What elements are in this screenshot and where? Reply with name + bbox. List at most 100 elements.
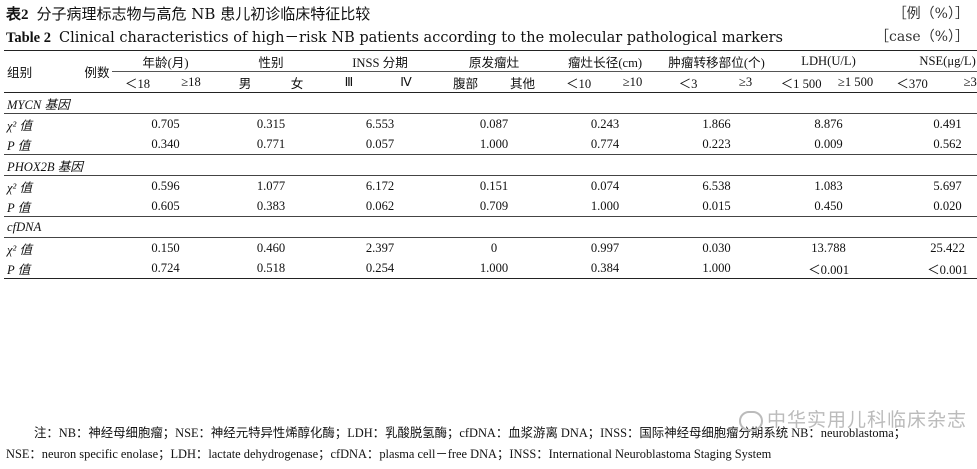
- header-inss-3: Ⅲ: [323, 71, 376, 93]
- header-site-other: 其他: [494, 71, 552, 93]
- section-label: MYCN 基因: [4, 92, 977, 114]
- title-text-en: Clinical characteristics of high－risk NB…: [59, 29, 783, 46]
- header-len-ge10: ≥10: [606, 71, 660, 93]
- table-title-cn: 表2 分子病理标志物与高危 NB 患儿初诊临床特征比较 ［例（%）］: [6, 2, 969, 24]
- chi-square-row: χ² 值 0.596 1.077 6.172 0.151 0.074 6.538 1.083 5…: [4, 176, 977, 197]
- header-nse-lt370: ＜370: [883, 71, 942, 93]
- stat-value: 1.866: [702, 116, 731, 131]
- header-inss-4: Ⅳ: [375, 71, 438, 93]
- stat-value: 0.030: [702, 240, 731, 255]
- stat-value: 0.223: [659, 134, 775, 155]
- header-sex-female: 女: [271, 71, 324, 93]
- header-age-ge18: ≥18: [163, 71, 220, 93]
- stat-value: 6.538: [702, 178, 731, 193]
- header-age-lt18: ＜18: [112, 71, 163, 93]
- stat-value: 0.057: [323, 134, 438, 155]
- stat-value: ＜0.001: [883, 258, 977, 279]
- header-sex: 性别: [219, 50, 324, 72]
- p-value-label: P 值: [4, 134, 112, 155]
- p-value-label: P 值: [4, 258, 112, 279]
- header-nse-ge370: ≥370: [941, 71, 977, 93]
- header-group: 组别: [4, 50, 82, 93]
- stat-value: 1.083: [814, 178, 843, 193]
- stat-value: 0.087: [479, 116, 509, 131]
- stat-value: 0.709: [437, 196, 552, 217]
- unit-cn: ［例（%）］: [892, 6, 969, 22]
- stat-value: 0.450: [774, 196, 884, 217]
- section-label: cfDNA: [4, 216, 977, 238]
- stat-value: 5.697: [933, 178, 962, 193]
- header-age: 年龄(月): [112, 50, 220, 72]
- stat-value: 0.491: [933, 116, 962, 131]
- header-sex-male: 男: [219, 71, 272, 93]
- header-meta-lt3: ＜3: [659, 71, 718, 93]
- stat-value: 0.724: [112, 258, 220, 279]
- stat-value: 0.074: [590, 178, 620, 193]
- stat-value: 0.383: [219, 196, 324, 217]
- chi-square-row: χ² 值 0.705 0.315 6.553 0.087 0.243 1.866 8.876 0…: [4, 114, 977, 135]
- stat-value: 0.771: [219, 134, 324, 155]
- p-value-row: P 值 0.724 0.518 0.254 1.000 0.384 1.000 ＜0.001 ＜…: [4, 258, 977, 279]
- title-text-cn: 分子病理标志物与高危 NB 患儿初诊临床特征比较: [36, 4, 371, 23]
- p-value-row: P 值 0.340 0.771 0.057 1.000 0.774 0.223 0.009 0.…: [4, 134, 977, 155]
- chi-square-row: χ² 值 0.150 0.460 2.397 0 0.997 0.030 13.788 25.4…: [4, 238, 977, 259]
- footnote-line-2: NSE：neuron specific enolase；LDH：lactate …: [6, 447, 772, 461]
- header-meta-ge3: ≥3: [717, 71, 775, 93]
- section-label: PHOX2B 基因: [4, 154, 977, 176]
- stat-value: 0.774: [551, 134, 660, 155]
- stat-value: 1.000: [437, 134, 552, 155]
- table-number-en: Table 2: [6, 29, 51, 46]
- watermark: 中华实用儿科临床杂志: [738, 405, 967, 432]
- stat-value: 1.000: [659, 258, 775, 279]
- header-row-1: 组别 例数 年龄(月) 性别 INSS 分期 原发瘤灶 瘤灶长径(cm) 肿瘤转…: [4, 50, 977, 93]
- stat-value: 13.788: [811, 240, 846, 255]
- stat-value: 0.062: [323, 196, 438, 217]
- section-header-row: PHOX2B 基因: [4, 154, 977, 176]
- unit-en: ［case（%）］: [875, 29, 969, 45]
- header-ldh-lt1500: ＜1 500: [774, 71, 829, 93]
- stat-value: 0.015: [659, 196, 775, 217]
- stat-value: ＜0.001: [774, 258, 884, 279]
- stat-value: 0.518: [219, 258, 324, 279]
- stat-value: 1.077: [256, 178, 286, 193]
- p-value-label: P 值: [4, 196, 112, 217]
- stat-value: 1.000: [551, 196, 660, 217]
- stat-value: 0.605: [112, 196, 220, 217]
- section-header-row: cfDNA: [4, 216, 977, 238]
- chi-square-label: χ² 值: [7, 242, 33, 257]
- stat-value: 0.384: [551, 258, 660, 279]
- stat-value: 0.705: [151, 116, 180, 131]
- header-site: 原发瘤灶: [437, 50, 552, 72]
- header-ldh: LDH(U/L): [774, 50, 884, 72]
- stat-value: 2.397: [365, 240, 395, 255]
- stat-value: 0: [490, 240, 498, 255]
- stat-value: 0.997: [590, 240, 620, 255]
- stat-value: 1.000: [437, 258, 552, 279]
- table-footnote: 注：NB：神经母细胞瘤；NSE：神经元特异性烯醇化酶；LDH：乳酸脱氢酶；cfD…: [6, 423, 966, 465]
- footnote-line-1: 注：NB：神经母细胞瘤；NSE：神经元特异性烯醇化酶；LDH：乳酸脱氢酶；cfD…: [34, 426, 907, 440]
- stat-value: 0.243: [590, 116, 620, 131]
- stat-value: 0.151: [479, 178, 509, 193]
- watermark-text: 中华实用儿科临床杂志: [766, 409, 967, 431]
- stat-value: 6.172: [365, 178, 395, 193]
- header-len-lt10: ＜10: [551, 71, 607, 93]
- header-cases: 例数: [82, 50, 112, 93]
- header-tumor-length: 瘤灶长径(cm): [551, 50, 660, 72]
- stat-value: 25.422: [930, 240, 965, 255]
- header-inss: INSS 分期: [323, 50, 438, 72]
- table-number-cn: 表2: [6, 6, 29, 23]
- stat-value: 0.315: [256, 116, 286, 131]
- stat-value: 0.150: [151, 240, 180, 255]
- p-value-row: P 值 0.605 0.383 0.062 0.709 1.000 0.015 0.450 0.…: [4, 196, 977, 217]
- stat-value: 6.553: [365, 116, 395, 131]
- stat-value: 0.596: [151, 178, 180, 193]
- stat-value: 0.460: [256, 240, 286, 255]
- header-row-2: ＜18 ≥18 男 女 Ⅲ Ⅳ 腹部 其他 ＜10 ≥10 ＜3 ≥3 ＜1 5…: [4, 71, 977, 93]
- header-nse: NSE(μg/L): [883, 50, 977, 72]
- stat-value: 8.876: [814, 116, 843, 131]
- wechat-icon: [738, 410, 763, 431]
- section-header-row: MYCN 基因: [4, 92, 977, 114]
- header-site-abdomen: 腹部: [437, 71, 495, 93]
- chi-square-label: χ² 值: [7, 118, 33, 133]
